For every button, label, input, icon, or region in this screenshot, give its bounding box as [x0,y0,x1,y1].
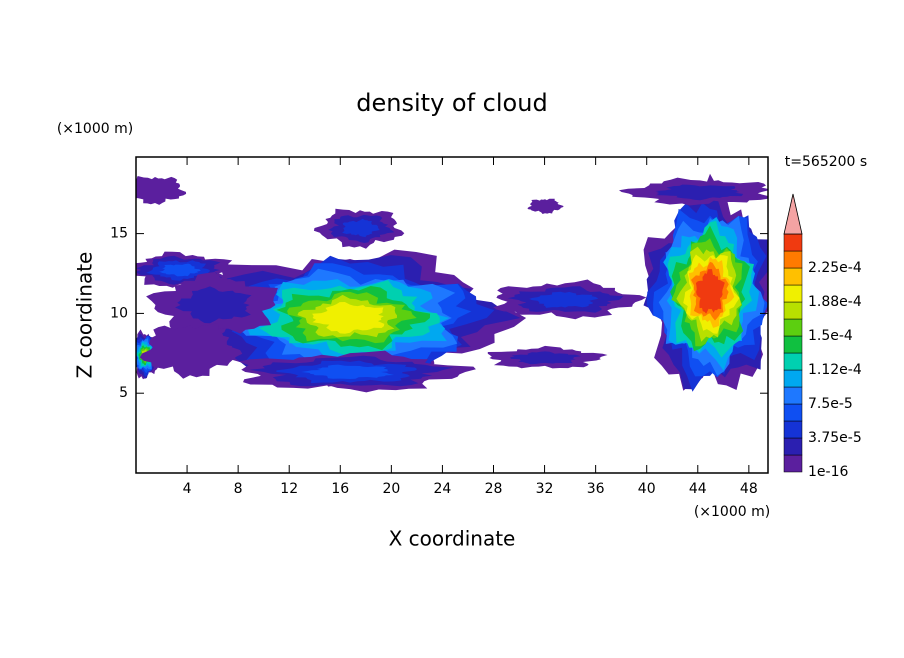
colorbar-band [783,352,803,371]
colorbar-band [783,301,803,320]
colorbar-band [783,284,803,303]
contour-fill [509,351,581,365]
colorbar-band [783,437,803,456]
x-tick-label: 40 [638,481,656,497]
contour-fill [342,218,380,238]
contour-fill [159,263,201,277]
y-unit: (×1000 m) [57,121,133,137]
y-tick-label: 15 [110,226,128,242]
y-tick-label: 10 [110,305,128,321]
contour-fill [175,286,252,324]
colorbar-band [783,403,803,422]
x-tick-label: 4 [183,481,192,497]
x-tick-label: 48 [740,481,758,497]
colorbar-label: 1.5e-4 [808,328,853,344]
colorbar-band [783,233,803,252]
x-axis-label: X coordinate [389,527,516,551]
colorbar-label: 1.88e-4 [808,294,862,310]
x-tick-label: 24 [434,481,452,497]
colorbar-band [783,454,803,473]
chart-title: density of cloud [356,89,547,117]
plot-frame [135,156,769,474]
colorbar-label: 3.75e-5 [808,430,862,446]
x-tick-label: 12 [280,481,298,497]
contour-fill [529,291,599,308]
x-tick-label: 32 [536,481,554,497]
y-axis-label: Z coordinate [73,252,97,379]
colorbar-label: 1.12e-4 [808,362,862,378]
y-tick-label: 5 [119,385,128,401]
contour-fill [695,269,725,314]
colorbar-label: 7.5e-5 [808,396,853,412]
colorbar-band [783,250,803,269]
colorbar-band [783,335,803,354]
contour-fill [312,302,385,334]
x-tick-label: 20 [382,481,400,497]
contour-field [136,173,768,393]
contour-fill [301,364,395,379]
colorbar-over [783,193,803,235]
x-tick-label: 28 [485,481,503,497]
colorbar-band [783,318,803,337]
time-label: t=565200 s [785,154,867,170]
colorbar-band [783,386,803,405]
colorbar-band [783,420,803,439]
x-unit: (×1000 m) [694,504,770,520]
colorbar-band [783,267,803,286]
x-tick-label: 16 [331,481,349,497]
contour-fill [655,184,744,201]
x-tick-label: 36 [587,481,605,497]
colorbar-label: 1e-16 [808,464,848,480]
contour-fill [139,323,243,379]
colorbar-label: 2.25e-4 [808,260,862,276]
x-tick-label: 8 [234,481,243,497]
contour-fill [136,176,187,205]
colorbar-band [783,369,803,388]
x-tick-label: 44 [689,481,707,497]
contour-fill [527,198,564,214]
